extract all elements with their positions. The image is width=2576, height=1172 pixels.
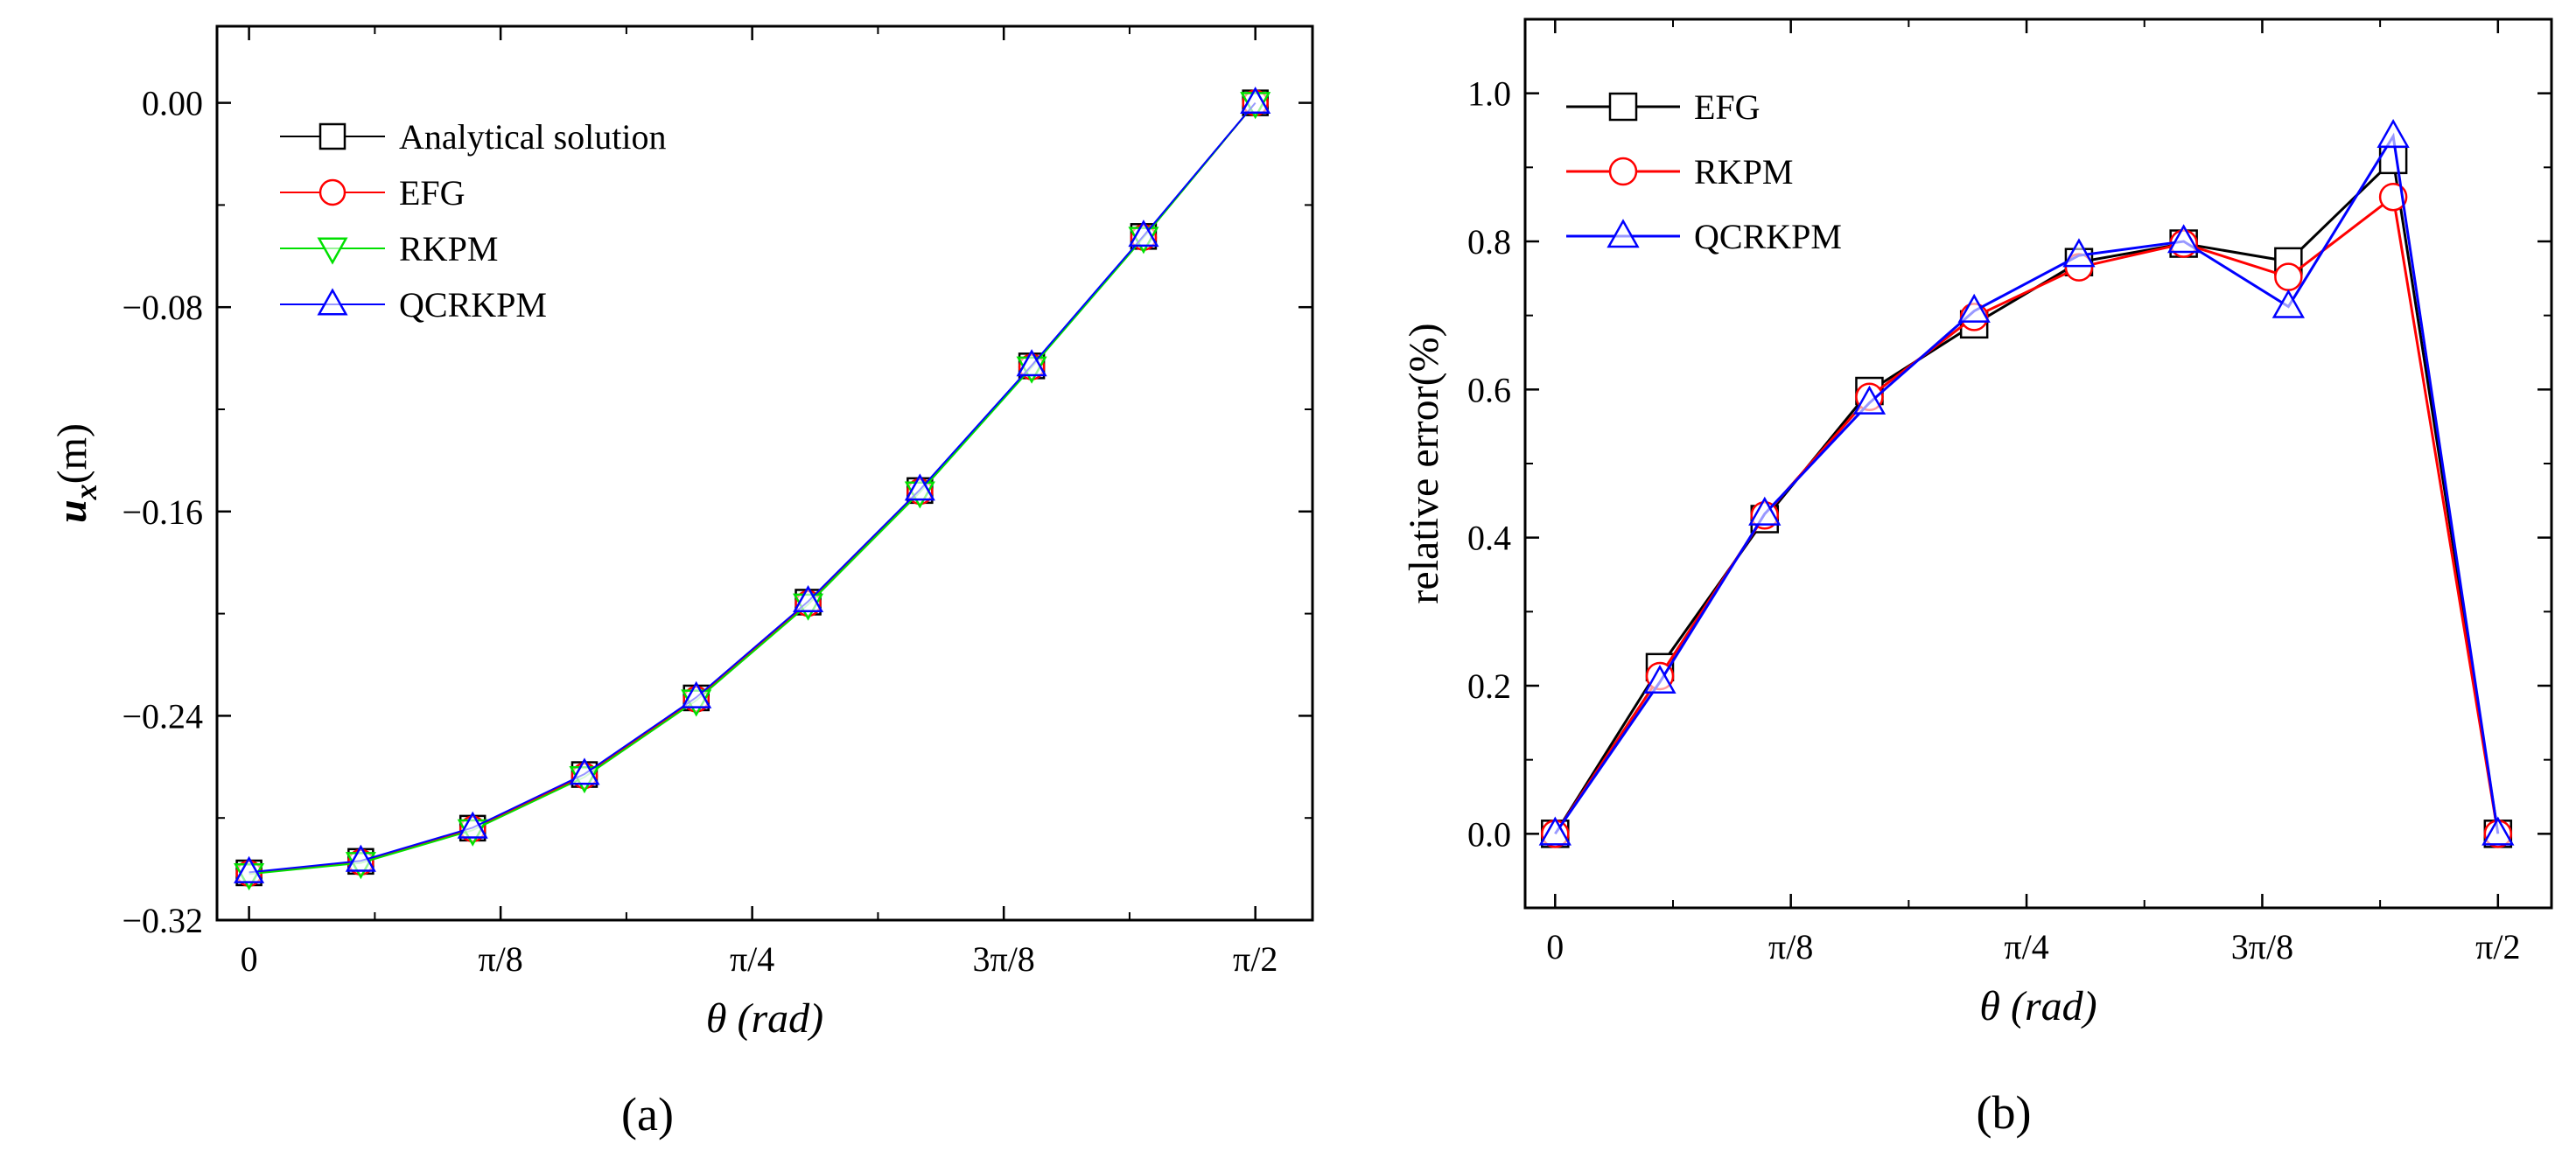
y-tick-label: 0.6: [1467, 370, 1511, 409]
plot-frame: [215, 24, 1314, 922]
y-axis-label-sub: x: [68, 484, 103, 500]
series-qcrkpm: [234, 86, 1271, 883]
legend-label: RKPM: [1694, 152, 1793, 192]
y-tick-label: −0.32: [122, 901, 203, 940]
data-point: [681, 680, 712, 708]
x-axis-label: θ (rad): [706, 995, 823, 1042]
data-point: [234, 855, 265, 883]
legend-marker: [317, 288, 348, 316]
legend-marker: [1608, 92, 1638, 122]
series-efg: [235, 89, 1269, 887]
data-point: [1957, 293, 1991, 323]
x-tick-label: π/2: [2475, 927, 2520, 966]
x-tick-label: π/8: [478, 939, 522, 979]
series-analytical-solution: [235, 89, 1269, 887]
legend-label: QCRKPM: [1694, 217, 1842, 256]
data-point: [569, 757, 600, 785]
y-axis-label-var: u: [49, 499, 95, 523]
x-tick-label: 0: [1546, 927, 1564, 966]
series-line: [248, 101, 1256, 875]
legend-marker: [318, 122, 346, 150]
x-tick-label: 0: [241, 939, 258, 979]
series-line: [248, 101, 1256, 874]
legend-entry: QCRKPM: [280, 285, 547, 324]
legend-marker: [1606, 219, 1640, 248]
data-point: [1748, 496, 1782, 526]
data-point: [1538, 816, 1572, 846]
x-tick-label: 3π/8: [973, 939, 1035, 979]
legend-entry: EFG: [1566, 87, 1760, 127]
x-axis-label: θ (rad): [1979, 983, 2096, 1029]
y-tick-label: 0.4: [1467, 519, 1511, 558]
legend-label: RKPM: [399, 229, 498, 269]
y-tick-label: −0.08: [122, 288, 203, 327]
data-point: [1643, 664, 1676, 694]
data-point: [1128, 220, 1159, 248]
x-tick-label: π/4: [2004, 927, 2048, 966]
legend-entry: Analytical solution: [280, 117, 667, 157]
legend-entry: EFG: [280, 173, 466, 213]
series-line: [1554, 194, 2500, 835]
data-point: [2378, 182, 2408, 212]
series-line: [248, 101, 1256, 874]
legend: Analytical solution EFG RKPM QCRKPM: [280, 117, 667, 324]
x-tick-label: 3π/8: [2231, 927, 2293, 966]
y-axis-label: ux(m): [49, 423, 103, 523]
legend-entry: RKPM: [280, 229, 498, 269]
y-tick-label: 1.0: [1467, 74, 1511, 114]
series-qcrkpm: [1538, 118, 2515, 846]
y-tick-label: −0.24: [122, 696, 203, 736]
x-tick-label: π/8: [1768, 927, 1813, 966]
data-point: [2167, 224, 2201, 254]
data-point: [2376, 118, 2410, 149]
series-line: [1554, 132, 2500, 835]
y-tick-label: 0.2: [1467, 666, 1511, 706]
series-line: [248, 101, 1256, 876]
chart-panel-b: 0 π/8 π/4 3π/8 π/2 0.0 0.2 0.4 0.6 0.8 1.0 θ (rad) r…: [1401, 17, 2553, 1029]
y-axis-label: relative error(%): [1401, 323, 1447, 603]
legend-entry: RKPM: [1566, 152, 1793, 192]
legend-label: EFG: [1694, 87, 1760, 127]
y-tick-label: 0.0: [1467, 814, 1511, 854]
data-point: [457, 811, 488, 839]
data-point: [345, 844, 376, 872]
legend-marker: [318, 178, 346, 206]
legend-label: QCRKPM: [399, 285, 547, 324]
y-tick-label: −0.16: [122, 492, 203, 532]
data-point: [2482, 816, 2515, 846]
series-efg: [1541, 145, 2513, 848]
data-point: [1852, 385, 1886, 415]
legend-marker: [317, 237, 348, 265]
data-point: [1016, 349, 1047, 377]
chart-panel-a: 0 π/8 π/4 3π/8 π/2 0.00 −0.08 −0.16 −0.24 −0.32 θ …: [49, 24, 1314, 1042]
panel-label: (a): [621, 1088, 674, 1141]
data-point: [2272, 289, 2305, 318]
x-tick-label: π/2: [1233, 939, 1278, 979]
legend-label: EFG: [399, 173, 466, 213]
y-tick-label: 0.8: [1467, 222, 1511, 262]
panel-label: (b): [1977, 1086, 2032, 1139]
y-tick-label: 0.00: [142, 84, 203, 123]
data-point: [2274, 262, 2303, 291]
data-point: [793, 584, 824, 613]
data-point: [2062, 238, 2096, 268]
series-line: [1554, 157, 2500, 835]
data-point: [904, 473, 935, 501]
legend-label: Analytical solution: [399, 117, 667, 157]
data-point: [1240, 86, 1271, 115]
y-axis-label-unit: (m): [49, 423, 95, 484]
legend-entry: QCRKPM: [1566, 217, 1842, 256]
x-tick-label: π/4: [730, 939, 774, 979]
series-rkpm: [234, 92, 1271, 891]
legend-marker: [1608, 157, 1638, 186]
legend: EFG RKPM QCRKPM: [1566, 87, 1842, 256]
